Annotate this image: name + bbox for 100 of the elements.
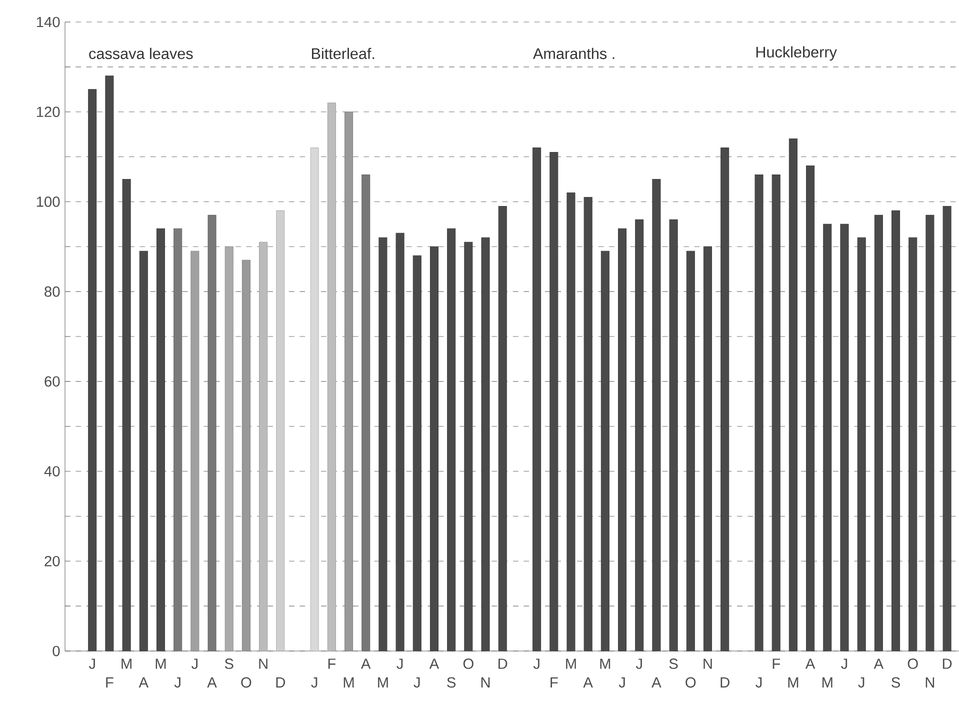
- bar: [430, 246, 439, 652]
- annotation: Amaranths .: [532, 48, 614, 60]
- annotation: Bitterleaf.: [312, 48, 374, 60]
- bar: [139, 250, 148, 652]
- bar: [447, 228, 456, 652]
- y-tick-label: 40: [44, 466, 60, 476]
- x-tick-label: M: [156, 658, 166, 669]
- x-tick-label: A: [207, 677, 217, 688]
- x-tick-label: J: [88, 658, 95, 669]
- bar: [276, 210, 285, 652]
- x-tick-label: F: [772, 658, 780, 669]
- x-tick-label: J: [414, 677, 420, 688]
- bar: [703, 246, 712, 652]
- y-tick-label: 20: [44, 556, 60, 566]
- bar: [105, 76, 114, 652]
- bar: [532, 148, 542, 652]
- x-tick-label: M: [122, 658, 132, 669]
- x-tick-label: D: [942, 658, 952, 669]
- bar: [310, 148, 319, 652]
- x-tick-label: N: [926, 677, 934, 688]
- bar: [88, 89, 97, 652]
- bar: [550, 152, 558, 652]
- bar: [618, 228, 627, 652]
- bar: [566, 192, 576, 652]
- y-tick-label: 80: [44, 286, 60, 297]
- x-tick-label: M: [788, 677, 798, 688]
- x-tick-label: J: [618, 677, 625, 688]
- bar: [669, 219, 678, 652]
- x-tick-label: S: [892, 677, 900, 688]
- x-tick-label: J: [858, 677, 864, 688]
- bar: [754, 174, 764, 652]
- bar: [378, 237, 388, 652]
- x-tick-label: J: [533, 658, 540, 669]
- bar: [840, 224, 849, 652]
- bar: [908, 237, 918, 652]
- x-tick-label: M: [344, 677, 354, 688]
- bar: [396, 232, 404, 652]
- x-tick-label: A: [360, 658, 371, 669]
- bar: [190, 250, 200, 652]
- bar: [224, 246, 234, 652]
- bar: [584, 196, 592, 652]
- bar: [720, 148, 730, 652]
- x-tick-label: J: [396, 658, 403, 669]
- x-tick-label: F: [328, 658, 336, 669]
- bar: [600, 250, 610, 652]
- bar: [242, 260, 250, 652]
- x-tick-label: J: [311, 677, 318, 688]
- x-tick-label: N: [259, 658, 268, 669]
- x-tick-label: S: [669, 658, 678, 669]
- x-tick-label: A: [652, 677, 662, 688]
- bar: [686, 250, 695, 652]
- x-tick-label: N: [704, 658, 712, 669]
- x-tick-label: O: [463, 658, 474, 669]
- x-tick-label: M: [822, 677, 832, 688]
- x-tick-label: O: [241, 677, 252, 688]
- x-tick-label: A: [429, 658, 440, 669]
- x-tick-label: D: [720, 677, 730, 688]
- bar: [156, 228, 165, 652]
- bar: [874, 214, 883, 652]
- bar: [788, 138, 798, 652]
- x-tick-label: J: [191, 658, 198, 669]
- x-tick-label: M: [566, 658, 576, 669]
- x-tick-label: A: [874, 658, 884, 669]
- bar: [823, 224, 832, 652]
- x-tick-label: J: [636, 658, 642, 669]
- bar: [259, 242, 268, 652]
- annotation: cassava leaves: [89, 48, 193, 60]
- x-tick-label: M: [378, 677, 388, 688]
- x-tick-label: D: [276, 677, 285, 688]
- bar: [464, 242, 473, 652]
- x-tick-label: A: [583, 677, 593, 688]
- bar: [942, 206, 952, 652]
- bar: [344, 112, 354, 652]
- x-tick-label: D: [498, 658, 508, 669]
- bar: [857, 237, 866, 652]
- bar: [481, 237, 490, 652]
- bar: [635, 219, 644, 652]
- bar: [122, 178, 131, 652]
- y-tick-label: 100: [36, 196, 60, 207]
- x-tick-label: J: [841, 658, 848, 669]
- y-tick-label: 120: [36, 106, 60, 118]
- y-tick-label: 0: [52, 646, 60, 656]
- x-tick-label: A: [138, 677, 148, 688]
- bar: [806, 166, 815, 652]
- x-tick-label: J: [174, 677, 180, 688]
- x-tick-label: O: [908, 658, 918, 669]
- bar: [891, 210, 900, 652]
- y-tick-label: 140: [36, 16, 60, 28]
- x-tick-label: M: [600, 658, 610, 669]
- x-tick-label: S: [447, 677, 456, 688]
- x-tick-label: S: [224, 658, 234, 669]
- bar: [652, 178, 661, 652]
- x-tick-label: F: [550, 677, 558, 688]
- x-tick-label: N: [481, 677, 490, 688]
- x-tick-label: O: [686, 677, 696, 688]
- x-tick-label: A: [805, 658, 816, 669]
- y-tick-label: 60: [44, 376, 60, 387]
- annotation: Huckleberry: [756, 46, 837, 61]
- bar: [772, 174, 780, 652]
- bar: [327, 102, 336, 652]
